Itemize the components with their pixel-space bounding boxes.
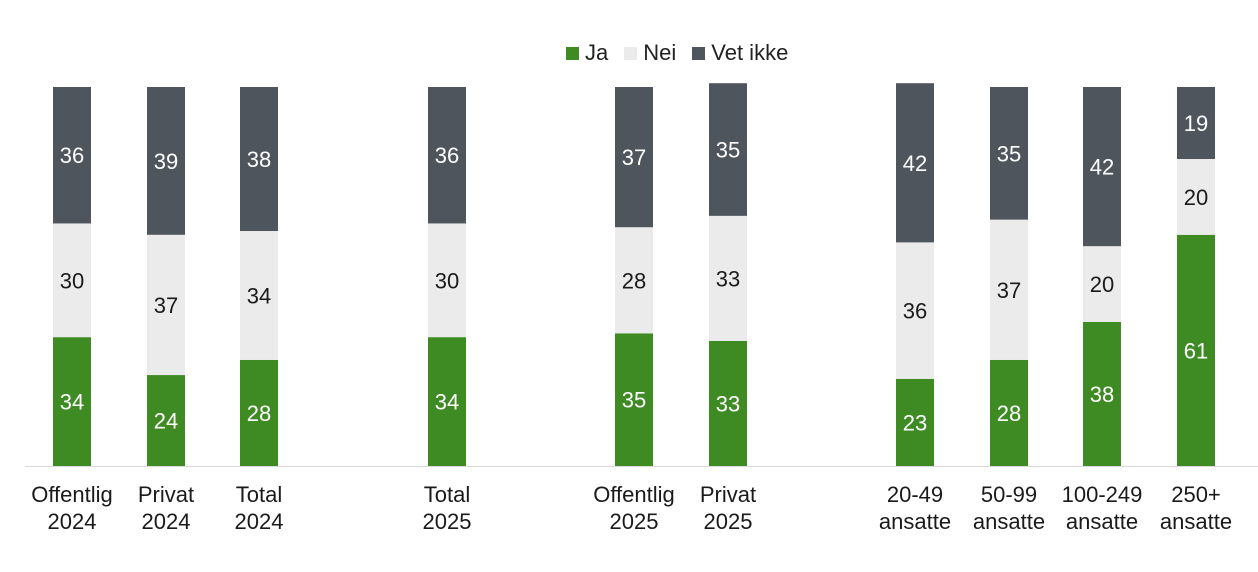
legend-label-vet-ikke: Vet ikke <box>711 40 789 65</box>
category-label-50-99-ansatte-line-2: ansatte <box>973 509 1045 534</box>
category-label-total-2024-line-1: Total <box>236 482 282 507</box>
bar-segment-nei-50-99-ansatte <box>990 219 1028 360</box>
data-label-ja-offentlig-2025: 35 <box>622 388 646 413</box>
bar-segment-nei-privat-2024 <box>147 234 185 376</box>
legend-item-vet-ikke: Vet ikke <box>692 40 788 66</box>
category-label-offentlig-2025-line-1: Offentlig <box>593 482 675 507</box>
category-label-50-99-ansatte-line-1: 50-99 <box>981 482 1037 507</box>
bar-segment-nei-offentlig-2024 <box>53 223 91 338</box>
bar-segment-ja-250-ansatte <box>1177 234 1215 466</box>
data-label-ja-20-49-ansatte: 23 <box>903 410 927 435</box>
bar-segment-ja-total-2024 <box>240 359 278 466</box>
bar-segment-ja-offentlig-2024 <box>53 337 91 466</box>
data-label-vet-ikke-offentlig-2025: 37 <box>622 145 646 170</box>
bar-segment-vet-ikke-total-2025 <box>428 87 466 224</box>
legend-swatch-nei <box>624 46 638 60</box>
bar-segment-vet-ikke-100-249-ansatte <box>1083 87 1121 247</box>
bar-segment-nei-total-2024 <box>240 231 278 360</box>
bar-segment-ja-privat-2025 <box>709 340 747 466</box>
data-label-ja-100-249-ansatte: 38 <box>1090 382 1114 407</box>
bar-segment-ja-50-99-ansatte <box>990 359 1028 466</box>
data-label-vet-ikke-250-ansatte: 19 <box>1184 111 1208 136</box>
bar-segment-nei-20-49-ansatte <box>896 242 934 379</box>
category-label-offentlig-2025-line-2: 2025 <box>610 509 659 534</box>
data-label-ja-total-2025: 34 <box>435 390 459 415</box>
data-label-ja-offentlig-2024: 34 <box>60 390 84 415</box>
category-label-offentlig-2024-line-1: Offentlig <box>31 482 113 507</box>
data-label-nei-offentlig-2025: 28 <box>622 268 646 293</box>
category-label-100-249-ansatte-line-2: ansatte <box>1066 509 1138 534</box>
bar-segment-vet-ikke-20-49-ansatte <box>896 83 934 243</box>
legend-label-ja: Ja <box>585 40 609 65</box>
data-label-ja-privat-2025: 33 <box>716 391 740 416</box>
category-label-privat-2025-line-2: 2025 <box>704 509 753 534</box>
bar-segment-vet-ikke-privat-2024 <box>147 87 185 235</box>
category-label-20-49-ansatte-line-2: ansatte <box>879 509 951 534</box>
category-label-250-ansatte-line-1: 250+ <box>1171 482 1221 507</box>
data-label-vet-ikke-20-49-ansatte: 42 <box>903 151 927 176</box>
bar-segment-nei-offentlig-2025 <box>615 227 653 334</box>
bar-segment-vet-ikke-250-ansatte <box>1177 87 1215 160</box>
bar-segment-nei-250-ansatte <box>1177 159 1215 235</box>
data-label-vet-ikke-100-249-ansatte: 42 <box>1090 155 1114 180</box>
category-label-20-49-ansatte-line-1: 20-49 <box>887 482 943 507</box>
data-label-vet-ikke-offentlig-2024: 36 <box>60 143 84 168</box>
data-label-nei-offentlig-2024: 30 <box>60 268 84 293</box>
legend-item-nei: Nei <box>624 40 676 66</box>
data-label-ja-privat-2024: 24 <box>154 409 178 434</box>
legend-swatch-vet-ikke <box>692 46 706 60</box>
category-label-privat-2024-line-1: Privat <box>138 482 194 507</box>
bar-segment-nei-privat-2025 <box>709 215 747 341</box>
data-label-vet-ikke-50-99-ansatte: 35 <box>997 141 1021 166</box>
bar-segment-ja-privat-2024 <box>147 375 185 466</box>
data-label-nei-100-249-ansatte: 20 <box>1090 272 1114 297</box>
data-label-vet-ikke-privat-2024: 39 <box>154 149 178 174</box>
data-label-ja-total-2024: 28 <box>247 401 271 426</box>
data-label-ja-250-ansatte: 61 <box>1184 338 1208 363</box>
bar-segment-ja-total-2025 <box>428 337 466 466</box>
data-label-nei-privat-2025: 33 <box>716 266 740 291</box>
bar-segment-ja-offentlig-2025 <box>615 333 653 466</box>
chart-legend: Ja Nei Vet ikke <box>566 40 804 66</box>
bar-segment-vet-ikke-offentlig-2025 <box>615 87 653 228</box>
data-label-nei-20-49-ansatte: 36 <box>903 299 927 324</box>
category-label-total-2025-line-2: 2025 <box>423 509 472 534</box>
category-label-100-249-ansatte-line-1: 100-249 <box>1062 482 1143 507</box>
legend-swatch-ja <box>566 46 579 60</box>
bar-segment-vet-ikke-offentlig-2024 <box>53 87 91 224</box>
data-label-vet-ikke-privat-2025: 35 <box>716 138 740 163</box>
bar-segment-nei-total-2025 <box>428 223 466 338</box>
bar-segment-nei-100-249-ansatte <box>1083 246 1121 322</box>
data-label-nei-total-2024: 34 <box>247 283 271 308</box>
category-label-privat-2024-line-2: 2024 <box>142 509 191 534</box>
data-label-vet-ikke-total-2024: 38 <box>247 147 271 172</box>
bar-segment-ja-100-249-ansatte <box>1083 321 1121 466</box>
data-label-nei-privat-2024: 37 <box>154 293 178 318</box>
data-label-nei-total-2025: 30 <box>435 268 459 293</box>
data-label-ja-50-99-ansatte: 28 <box>997 401 1021 426</box>
category-label-total-2024-line-2: 2024 <box>235 509 284 534</box>
bar-segment-vet-ikke-total-2024 <box>240 87 278 232</box>
category-label-offentlig-2024-line-2: 2024 <box>48 509 97 534</box>
data-label-nei-250-ansatte: 20 <box>1184 185 1208 210</box>
bar-segment-vet-ikke-50-99-ansatte <box>990 87 1028 220</box>
data-label-vet-ikke-total-2025: 36 <box>435 143 459 168</box>
category-label-250-ansatte-line-2: ansatte <box>1160 509 1232 534</box>
legend-item-ja: Ja <box>566 40 608 66</box>
data-label-nei-50-99-ansatte: 37 <box>997 278 1021 303</box>
category-label-privat-2025-line-1: Privat <box>700 482 756 507</box>
bar-segment-vet-ikke-privat-2025 <box>709 83 747 216</box>
category-label-total-2025-line-1: Total <box>424 482 470 507</box>
bar-segment-ja-20-49-ansatte <box>896 378 934 466</box>
legend-label-nei: Nei <box>643 40 677 65</box>
